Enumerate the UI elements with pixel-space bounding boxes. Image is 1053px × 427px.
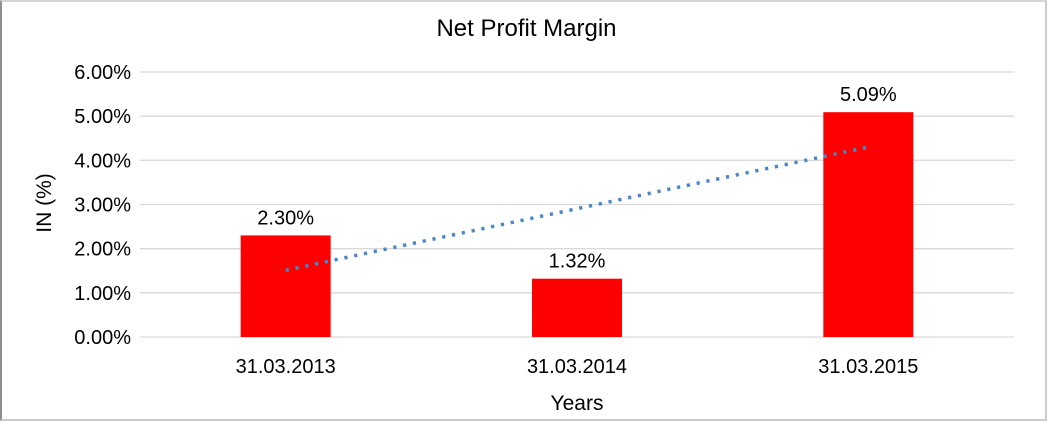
bar	[240, 235, 331, 337]
y-tick-label: 2.00%	[74, 239, 131, 261]
y-tick-label: 1.00%	[74, 283, 131, 305]
y-tick-label: 0.00%	[74, 327, 131, 349]
bar	[823, 112, 914, 337]
y-tick-label: 4.00%	[74, 150, 131, 172]
chart-title: Net Profit Margin	[436, 15, 617, 42]
x-tick-label: 31.03.2015	[818, 356, 918, 378]
bar	[532, 278, 622, 337]
x-tick-label: 31.03.2013	[236, 356, 336, 378]
bar-data-label: 5.09%	[840, 84, 897, 106]
y-tick-label: 3.00%	[74, 195, 131, 217]
y-tick-label: 5.00%	[74, 106, 131, 128]
x-tick-label: 31.03.2014	[527, 356, 627, 378]
bar-data-label: 2.30%	[257, 207, 314, 229]
x-axis-title: Years	[550, 392, 604, 415]
bar-data-label: 1.32%	[549, 251, 606, 273]
y-axis-title: IN (%)	[33, 173, 56, 233]
y-tick-label: 6.00%	[74, 62, 131, 84]
